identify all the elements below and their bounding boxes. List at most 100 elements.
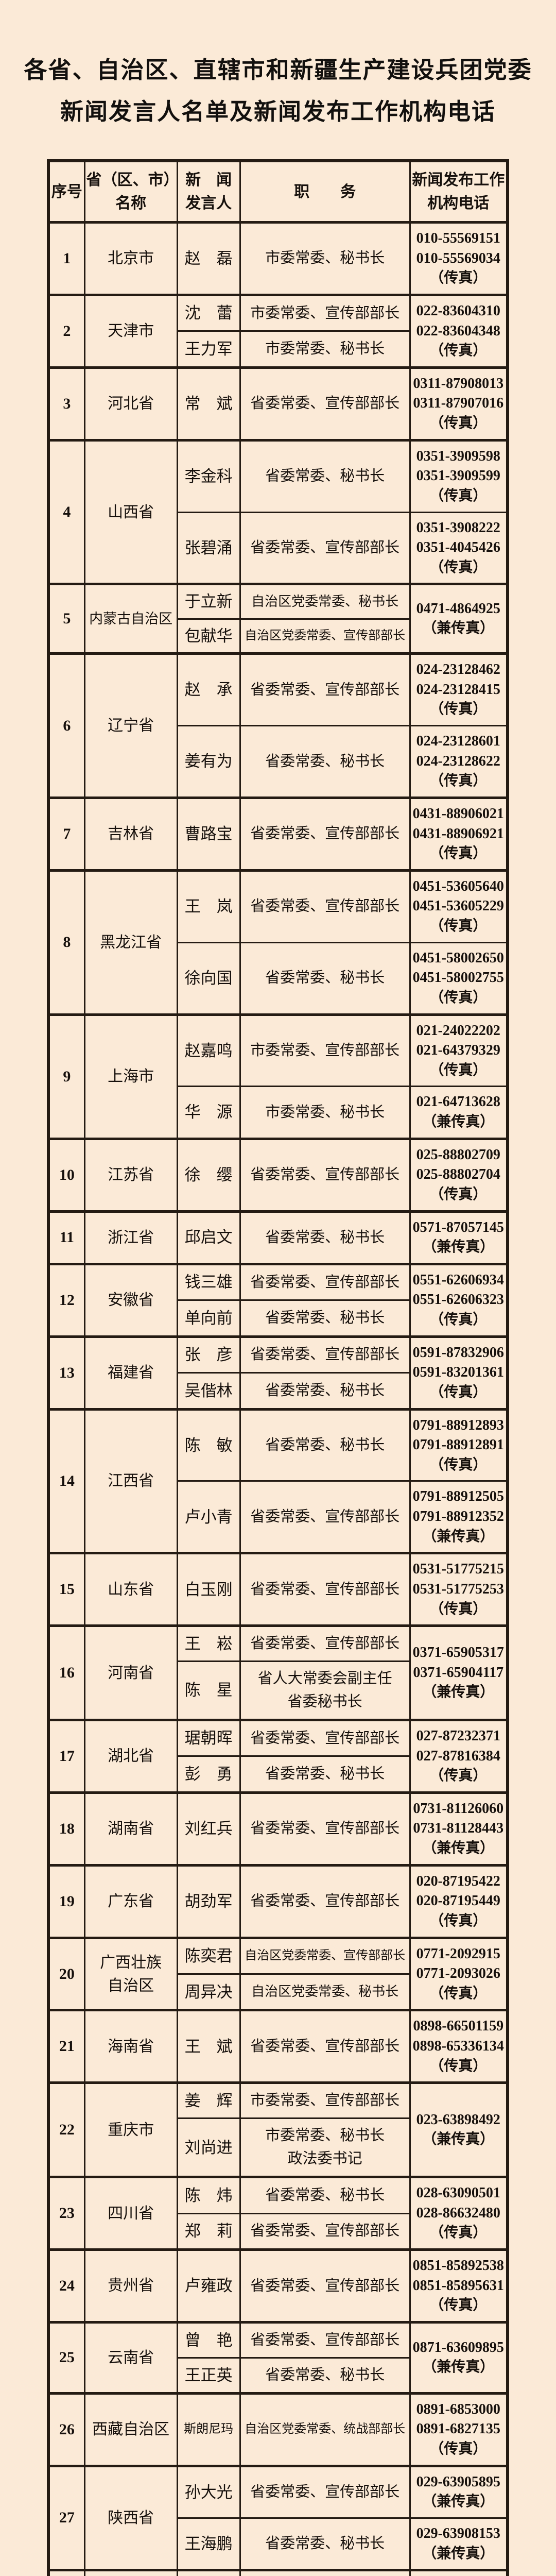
phone-cell: 021-24022202 021-64379329 （传真） bbox=[409, 1013, 509, 1088]
region-cell: 安徽省 bbox=[83, 1262, 178, 1337]
phone-cell: 0531-51775215 0531-51775253 （传真） bbox=[409, 1552, 509, 1627]
region-cell: 甘肃省 bbox=[83, 2569, 178, 2576]
spokesperson-name-cell: 华 源 bbox=[176, 1086, 241, 1140]
region-cell: 北京市 bbox=[83, 221, 178, 296]
phone-line: 0531-51775215 bbox=[412, 1561, 504, 1578]
spokesperson-name: 孙大光 bbox=[184, 2483, 233, 2501]
phone-line: 0431-88906021 bbox=[412, 805, 504, 822]
phone-line: 028-86632480 bbox=[416, 2205, 500, 2221]
column-header-phone: 新闻发布工作 机构电话 bbox=[409, 160, 509, 224]
position-cell: 省委常委、宣传部部长 bbox=[239, 2009, 411, 2084]
position-line: 省委常委、秘书长 bbox=[265, 1766, 385, 1783]
spokesperson-name: 琚朝晖 bbox=[184, 1729, 233, 1748]
table-row: 郑 莉省委常委、宣传部部长 bbox=[48, 2212, 508, 2251]
region-cell: 海南省 bbox=[83, 2009, 178, 2084]
spokesperson-name-cell: 彭 勇 bbox=[176, 1755, 241, 1793]
phone-line: 0591-83201361 bbox=[412, 1364, 504, 1381]
table-row: 刘尚进 市委常委、秘书长 政法委书记 bbox=[48, 2117, 508, 2178]
spokesperson-name: 王 斌 bbox=[184, 2037, 233, 2056]
region-name-line: 黑龙江省 bbox=[100, 934, 162, 951]
position-line: 省委常委、秘书长 bbox=[265, 753, 385, 770]
region-name-line: 河北省 bbox=[108, 395, 154, 413]
row-number-cell: 25 bbox=[47, 2320, 85, 2394]
phone-line: 0771-2092915 bbox=[416, 1945, 500, 1962]
table-row: 包献华 自治区党委常委、宣传部部长 bbox=[48, 618, 508, 655]
position-cell: 省委常委、宣传部部长 bbox=[239, 1480, 411, 1554]
phone-line: 0351-4045426 bbox=[416, 539, 500, 556]
spokesperson-name: 彭 勇 bbox=[184, 1765, 233, 1783]
table-row: 17 湖北省 琚朝晖 省委常委、宣传部部长 027-87232371 027-878163… bbox=[47, 1718, 509, 1793]
spokesperson-name-cell: 徐向国 bbox=[176, 941, 241, 1015]
phone-line: （传真） bbox=[429, 1601, 488, 1617]
spokesperson-name: 钱三雄 bbox=[184, 1273, 233, 1292]
row-number-cell: 1 bbox=[47, 221, 85, 296]
phone-line: 021-64379329 bbox=[416, 1042, 500, 1059]
phone-cell: 024-23128462 024-23128415 （传真） bbox=[409, 652, 509, 727]
position-line: 省委常委、宣传部部长 bbox=[250, 2331, 400, 2348]
spokesperson-name-cell: 包献华 bbox=[176, 618, 241, 655]
region-cell: 河南省 bbox=[83, 1624, 178, 1721]
table-row: 张碧涌 省委常委、宣传部部长 0351-3908222 0351-4045426 （传真… bbox=[48, 511, 509, 585]
phone-cell: 0551-62606934 0551-62606323 （传真） bbox=[409, 1262, 509, 1337]
position-line: 省委常委、宣传部部长 bbox=[250, 395, 400, 412]
spokesperson-name-cell: 陈奕君 bbox=[176, 1936, 241, 1975]
phone-cell: 027-87232371 027-87816384 （传真） bbox=[409, 1718, 509, 1793]
position-cell: 省委常委、宣传部部长 bbox=[239, 1262, 411, 1301]
phone-line: （传真） bbox=[429, 1312, 488, 1328]
region-cell: 吉林省 bbox=[83, 796, 178, 871]
table-row: 15 山东省 白玉刚 省委常委、宣传部部长 0531-51775215 0531-5177… bbox=[47, 1552, 509, 1627]
phone-cell: 0431-88906021 0431-88906921 （传真） bbox=[409, 796, 509, 871]
spokesperson-name-cell: 王 岚 bbox=[176, 869, 241, 943]
region-name-line: 河南省 bbox=[108, 1664, 154, 1682]
phone-line: （传真） bbox=[429, 2297, 488, 2314]
position-cell: 省委常委、宣传部部长 bbox=[239, 511, 411, 585]
row-number-cell: 27 bbox=[47, 2464, 85, 2571]
phone-line: 0451-58002650 bbox=[412, 950, 504, 966]
phone-line: 027-87816384 bbox=[416, 1748, 500, 1764]
phone-cell: 0791-88912505 0791-88912352 （兼传真） bbox=[409, 1480, 509, 1554]
position-line: 自治区党委常委、统战部部长 bbox=[245, 2422, 406, 2436]
row-number-cell: 11 bbox=[47, 1210, 85, 1265]
spokesperson-name: 包献华 bbox=[184, 626, 233, 645]
region-name-line: 湖北省 bbox=[108, 1748, 154, 1765]
row-number-cell: 18 bbox=[47, 1791, 85, 1866]
table-row: 姜有为 省委常委、秘书长 024-23128601 024-23128622 （传真） bbox=[48, 725, 509, 799]
phone-line: 0791-88912352 bbox=[412, 1509, 504, 1525]
spokesperson-name-cell: 吴偕林 bbox=[176, 1372, 241, 1410]
table-row: 卢小青 省委常委、宣传部部长 0791-88912505 0791-88912352 （… bbox=[48, 1480, 509, 1554]
table-row: 23 四川省 陈 炜 省委常委、秘书长 028-63090501 028-86632480… bbox=[47, 2176, 509, 2251]
spokesperson-name: 周异决 bbox=[184, 1982, 233, 2001]
position-cell: 省人大常委会副主任 省委秘书长 bbox=[239, 1660, 411, 1721]
row-number-cell: 24 bbox=[47, 2248, 85, 2323]
position-cell: 自治区党委常委、统战部部长 bbox=[239, 2392, 411, 2467]
phone-line: 0351-3909599 bbox=[416, 468, 500, 484]
position-line: 省委常委、宣传部部长 bbox=[250, 1730, 400, 1747]
phone-line: （兼传真） bbox=[422, 1684, 495, 1701]
table-row: 11 浙江省 邱启文 省委常委、秘书长 0571-87057145 （兼传真） bbox=[47, 1210, 509, 1265]
spokesperson-name-cell: 姜有为 bbox=[176, 725, 241, 799]
position-cell: 省委常委、宣传部部长 bbox=[239, 1335, 411, 1374]
position-cell: 省委常委、秘书长 bbox=[239, 438, 411, 513]
table-row: 19 广东省 胡劲军 省委常委、宣传部部长 020-87195422 020-871954… bbox=[47, 1863, 509, 1939]
position-line: 省委常委、秘书长 bbox=[265, 1229, 385, 1246]
position-cell: 省委常委、宣传部部长 bbox=[239, 1863, 411, 1939]
position-line: 省委常委、宣传部部长 bbox=[250, 1893, 400, 1910]
position-cell: 市委常委、宣传部部长 bbox=[239, 1013, 411, 1088]
position-line: 市委常委、秘书长 bbox=[265, 1104, 385, 1121]
position-cell: 自治区党委常委、宣传部部长 bbox=[239, 618, 411, 655]
phone-line: 0371-65905317 bbox=[412, 1645, 504, 1661]
position-line: 省委常委、宣传部部长 bbox=[250, 539, 400, 556]
position-line: 省委常委、宣传部部长 bbox=[250, 1635, 400, 1652]
region-cell: 天津市 bbox=[83, 293, 178, 368]
phone-line: 0471-4864925 bbox=[416, 600, 500, 617]
phone-line: 022-83604310 bbox=[416, 302, 500, 319]
position-cell: 省委常委、宣传部部长 bbox=[239, 366, 411, 441]
region-cell: 山东省 bbox=[83, 1552, 178, 1627]
row-number-cell: 5 bbox=[47, 583, 85, 655]
table-row: 26 西藏自治区 斯朗尼玛 自治区党委常委、统战部部长 0891-6853000 0891… bbox=[47, 2392, 509, 2467]
phone-line: 029-63905895 bbox=[416, 2473, 500, 2490]
spokesperson-name-cell: 白玉刚 bbox=[176, 1552, 241, 1627]
table-row: 28甘肃省雷东生省委常委、秘书长0931-89287020931-8928512… bbox=[47, 2569, 509, 2576]
position-cell: 省委常委、秘书长 bbox=[239, 2176, 411, 2214]
spokesperson-name: 姜有为 bbox=[184, 752, 233, 771]
